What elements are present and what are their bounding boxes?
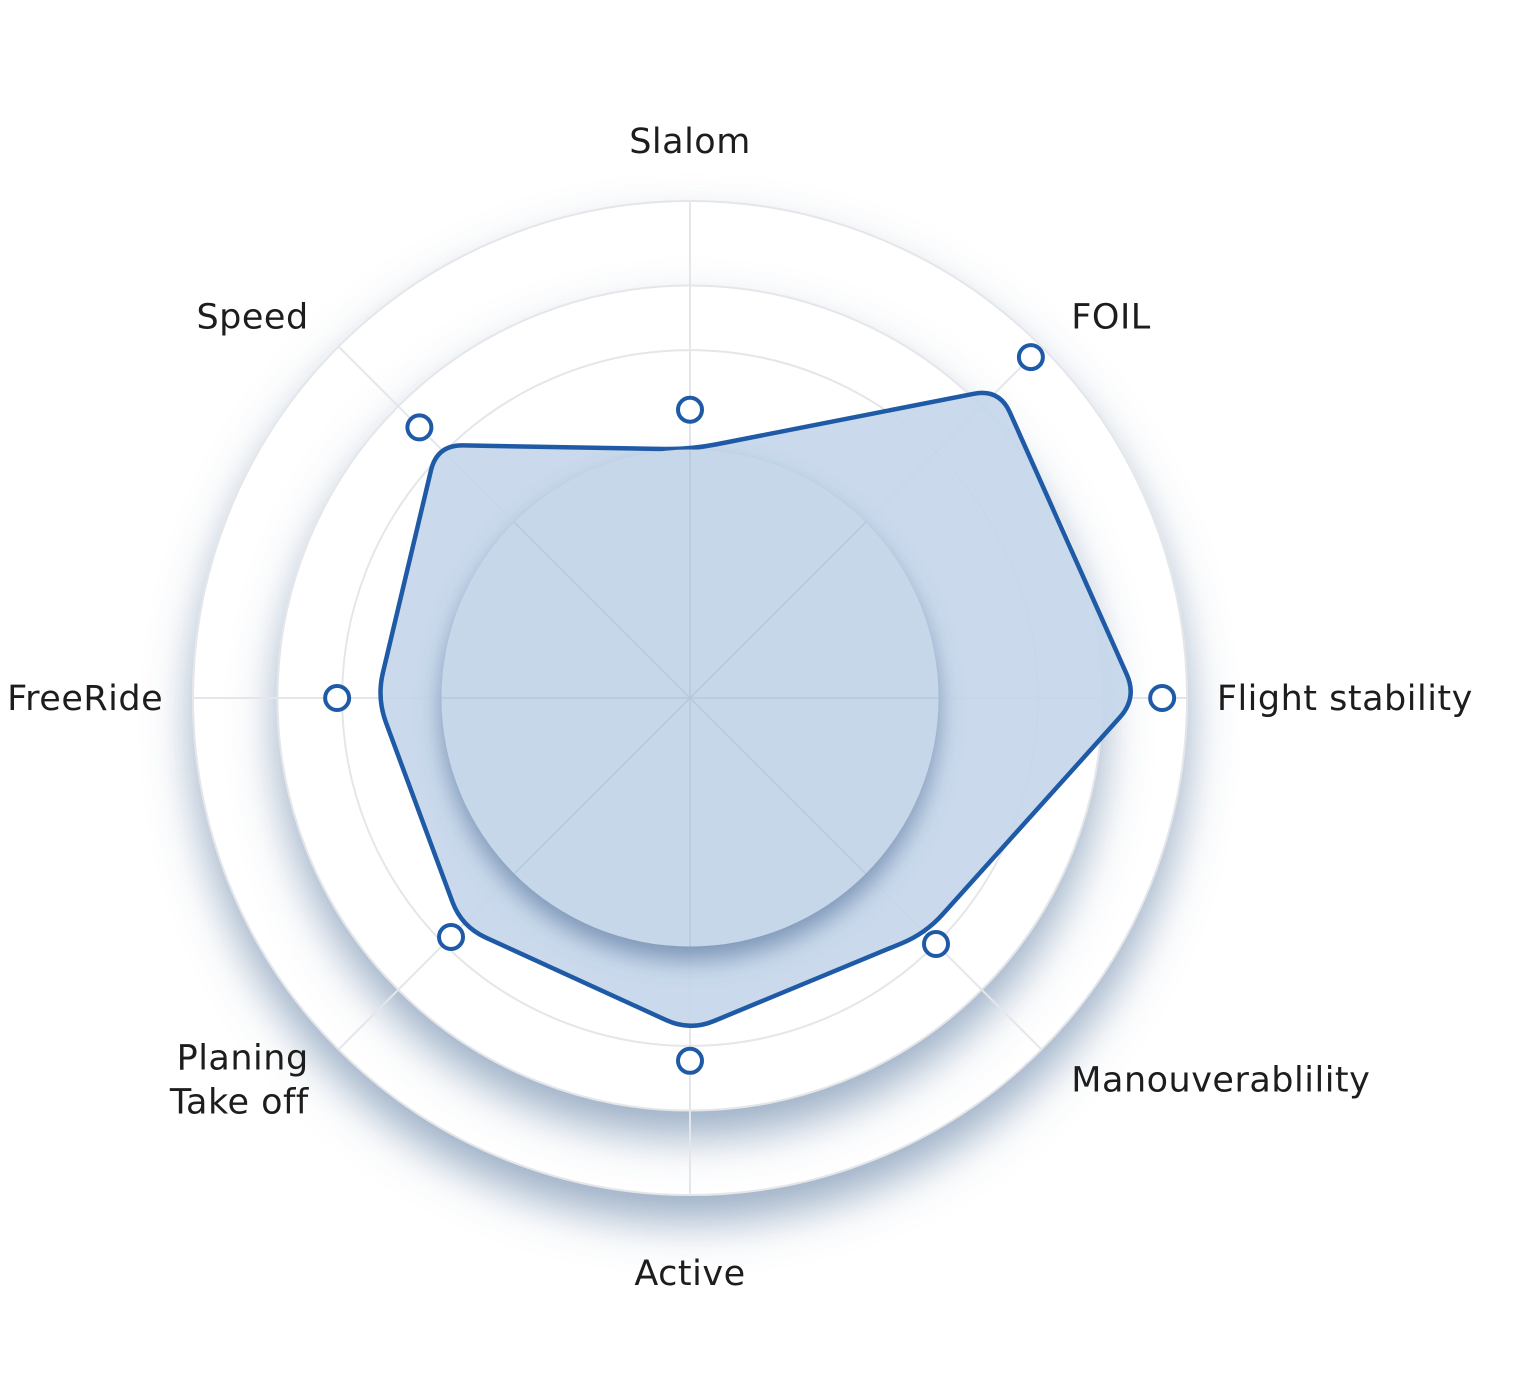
- inner-disc: [441, 449, 939, 947]
- data-point-marker: [922, 930, 951, 959]
- axis-label: Planing Take off: [169, 1038, 309, 1122]
- inner-spoke: [513, 697, 691, 875]
- axis-label: Active: [634, 1254, 745, 1294]
- axis-label-line: Active: [634, 1254, 745, 1294]
- axis-label-line: Speed: [196, 298, 308, 338]
- axis-label-line: Flight stability: [1217, 679, 1473, 719]
- data-point-marker: [323, 684, 352, 712]
- data-point-marker: [1016, 343, 1045, 372]
- inner-spoke: [689, 521, 867, 699]
- axis-label: Manouverablility: [1071, 1060, 1370, 1100]
- axis-label-line: Take off: [169, 1082, 309, 1122]
- inner-spoke: [513, 521, 691, 699]
- axis-label: Slalom: [629, 122, 751, 162]
- data-point-marker: [437, 922, 466, 951]
- axis-label: Speed: [196, 298, 308, 338]
- data-point-marker: [676, 395, 704, 424]
- axis-label-line: Planing: [177, 1038, 309, 1078]
- axis-label-line: Manouverablility: [1071, 1060, 1370, 1100]
- inner-spoke: [689, 697, 867, 875]
- axis-label-line: Slalom: [629, 122, 751, 162]
- axis-label: FOIL: [1071, 298, 1151, 338]
- data-point-marker: [676, 1046, 704, 1075]
- axis-label-line: FreeRide: [7, 679, 163, 719]
- axis-label: FreeRide: [7, 679, 163, 719]
- axis-labels: Slalom FOIL Flight stability Manouverablili…: [7, 122, 1473, 1294]
- axis-label: Flight stability: [1217, 679, 1473, 719]
- data-point-marker: [1148, 684, 1177, 712]
- axis-label-line: FOIL: [1071, 298, 1151, 338]
- data-markers: [323, 343, 1177, 1075]
- data-point-marker: [405, 413, 434, 442]
